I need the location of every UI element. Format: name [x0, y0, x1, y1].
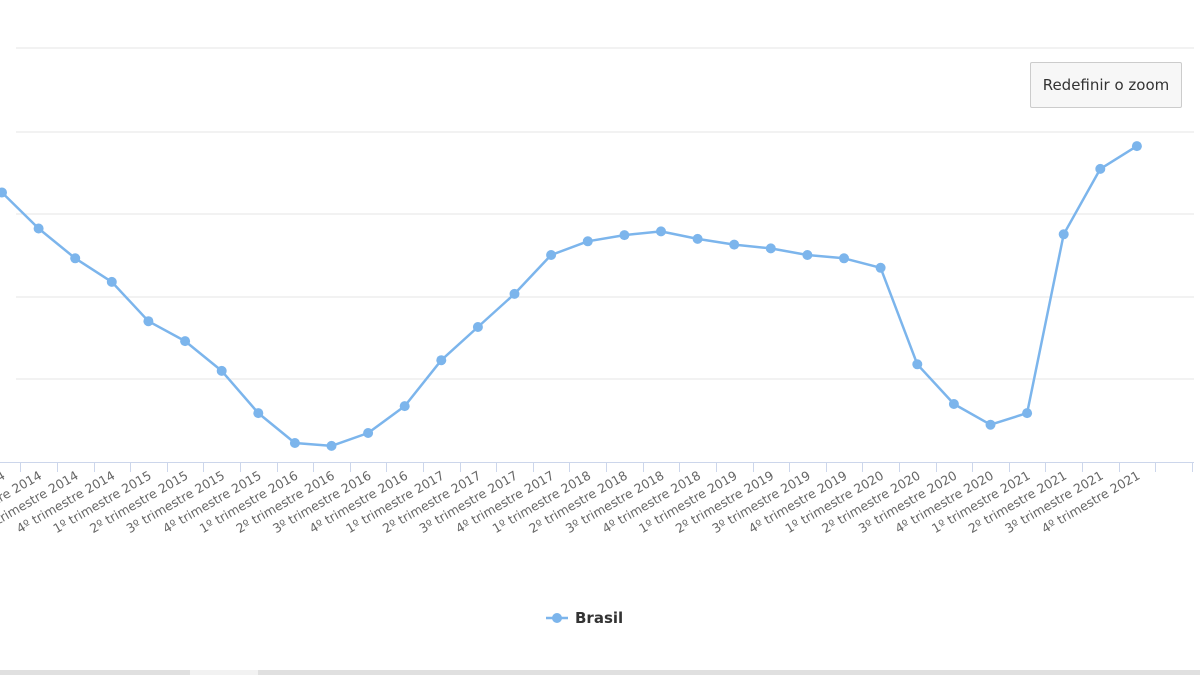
horizontal-scrollbar[interactable] — [0, 670, 1200, 675]
legend-marker — [552, 613, 562, 623]
data-point[interactable] — [619, 230, 630, 241]
data-point[interactable] — [0, 187, 7, 198]
data-point[interactable] — [363, 428, 374, 438]
data-point[interactable] — [948, 399, 959, 409]
grid-lines — [16, 47, 1194, 380]
legend[interactable]: Brasil — [546, 609, 623, 627]
data-point[interactable] — [70, 253, 81, 264]
data-point[interactable] — [802, 250, 813, 260]
data-point[interactable] — [472, 322, 483, 332]
legend-label-brasil: Brasil — [575, 609, 623, 627]
data-point[interactable] — [1022, 408, 1033, 419]
data-point[interactable] — [253, 408, 264, 419]
data-point[interactable] — [875, 262, 886, 273]
data-point[interactable] — [582, 236, 593, 247]
x-axis — [0, 462, 1194, 472]
data-point[interactable] — [1095, 163, 1106, 174]
data-point[interactable] — [180, 336, 191, 347]
data-point[interactable] — [729, 239, 740, 250]
data-point[interactable] — [692, 233, 703, 244]
data-point[interactable] — [399, 401, 410, 412]
data-point[interactable] — [656, 226, 666, 237]
series-line-brasil — [0, 144, 1139, 448]
data-point[interactable] — [216, 365, 227, 376]
data-point[interactable] — [326, 440, 337, 451]
data-point[interactable] — [839, 253, 849, 264]
data-point[interactable] — [509, 288, 520, 299]
data-point[interactable] — [765, 243, 776, 254]
data-point[interactable] — [436, 355, 447, 366]
data-points — [0, 141, 1142, 451]
x-axis-labels: 1º trimestre 20142º trimestre 20143º tri… — [0, 468, 1142, 536]
data-point[interactable] — [1131, 141, 1142, 152]
data-point[interactable] — [1058, 229, 1069, 240]
data-point[interactable] — [106, 276, 117, 287]
data-point[interactable] — [546, 250, 557, 260]
data-point[interactable] — [985, 419, 996, 430]
reset-zoom-button[interactable]: Redefinir o zoom — [1030, 62, 1182, 108]
data-point[interactable] — [143, 316, 154, 327]
data-point[interactable] — [289, 438, 300, 448]
data-point[interactable] — [912, 359, 923, 370]
scrollbar-thumb[interactable] — [190, 670, 258, 675]
data-point[interactable] — [33, 223, 44, 234]
